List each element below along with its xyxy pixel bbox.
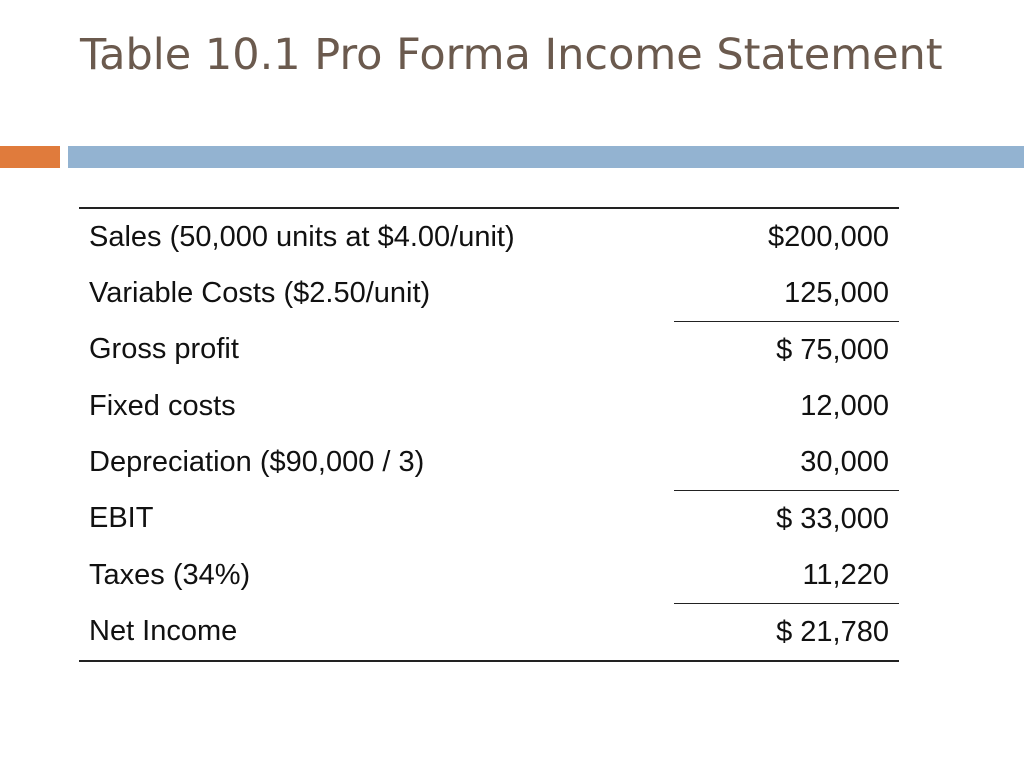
row-label: Net Income <box>89 615 238 648</box>
table-row-gross-profit: Gross profit $ 75,000 <box>79 321 899 378</box>
table-row-taxes: Taxes (34%) 11,220 <box>79 547 899 604</box>
row-label: Gross profit <box>89 333 239 366</box>
table-row-net-income: Net Income $ 21,780 <box>79 603 899 661</box>
income-statement-table: Sales (50,000 units at $4.00/unit) $200,… <box>79 207 899 662</box>
row-amount: 12,000 <box>800 389 889 422</box>
table-row-fixed-costs: Fixed costs 12,000 <box>79 378 899 434</box>
row-label: EBIT <box>89 502 154 535</box>
table-row-depreciation: Depreciation ($90,000 / 3) 30,000 <box>79 434 899 491</box>
row-amount: 125,000 <box>784 276 889 309</box>
row-amount: $200,000 <box>768 220 889 253</box>
accent-bar-orange <box>0 146 60 168</box>
accent-bar-blue <box>68 146 1024 168</box>
table-row-ebit: EBIT $ 33,000 <box>79 490 899 547</box>
row-amount: 30,000 <box>800 445 889 478</box>
slide-title: Table 10.1 Pro Forma Income Statement <box>80 30 943 80</box>
row-amount: 11,220 <box>802 558 889 591</box>
table-row-sales: Sales (50,000 units at $4.00/unit) $200,… <box>79 208 899 265</box>
table-row-variable-costs: Variable Costs ($2.50/unit) 125,000 <box>79 265 899 322</box>
row-amount: $ 33,000 <box>674 490 899 547</box>
row-amount: $ 21,780 <box>674 603 899 661</box>
row-label: Variable Costs ($2.50/unit) <box>89 276 431 309</box>
row-label: Depreciation ($90,000 / 3) <box>89 445 425 478</box>
row-amount: $ 75,000 <box>674 321 899 378</box>
row-label: Taxes (34%) <box>89 558 251 591</box>
row-label: Sales (50,000 units at $4.00/unit) <box>89 220 515 253</box>
row-label: Fixed costs <box>89 389 236 422</box>
